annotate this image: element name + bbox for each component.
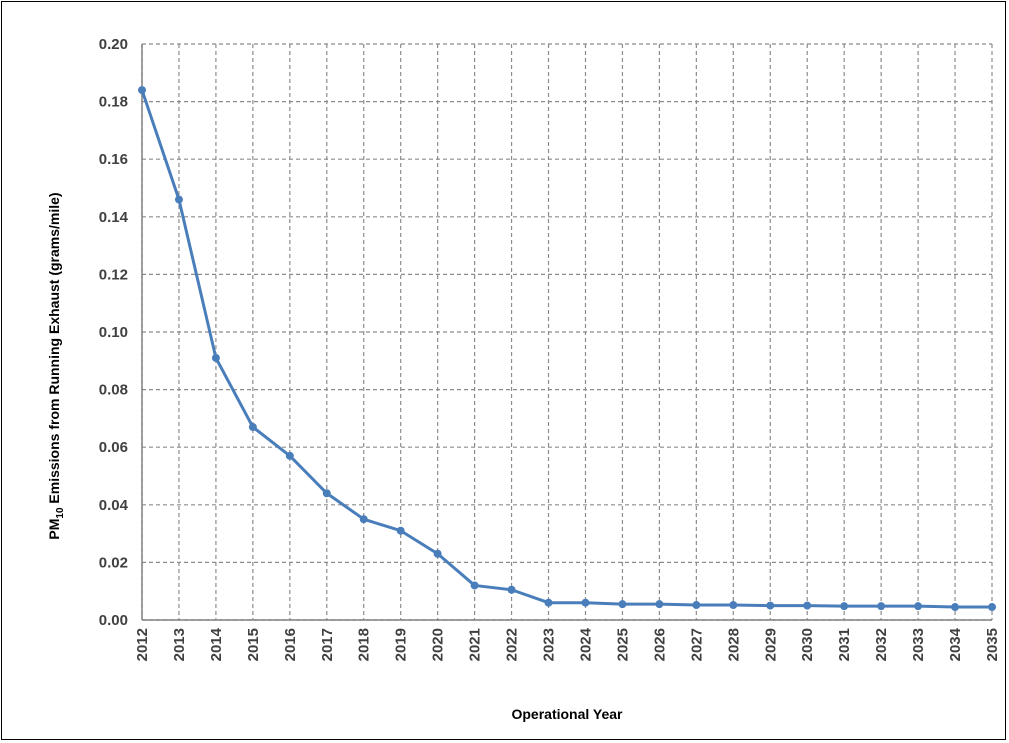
y-tick-label: 0.10 [99, 324, 128, 341]
x-tick-label: 2030 [799, 628, 816, 661]
y-axis-title-subscript: 10 [55, 507, 66, 519]
data-point [951, 603, 960, 612]
y-tick-label: 0.16 [99, 151, 128, 168]
data-point [396, 526, 405, 535]
y-tick-label: 0.00 [99, 612, 128, 629]
x-tick-label: 2021 [467, 628, 484, 661]
data-point [581, 598, 590, 607]
data-point [138, 86, 146, 95]
data-point [211, 353, 220, 362]
x-tick-label: 2026 [651, 628, 668, 661]
data-point [877, 602, 886, 611]
x-tick-label: 2013 [171, 628, 188, 661]
x-tick-label: 2025 [614, 628, 631, 661]
series-line-path [140, 89, 992, 609]
data-point [322, 489, 331, 498]
x-tick-label: 2016 [282, 628, 299, 661]
data-point [618, 600, 627, 609]
x-tick-label: 2029 [762, 628, 779, 661]
data-point [285, 451, 294, 460]
x-tick-label: 2035 [984, 628, 1001, 661]
y-axis-title-main: PM [46, 519, 62, 540]
series-line [140, 89, 992, 609]
y-tick-label: 0.14 [99, 209, 129, 226]
x-axis-title: Operational Year [511, 706, 623, 722]
x-tick-label: 2020 [430, 628, 447, 661]
plot-area [141, 44, 992, 621]
data-point [470, 581, 479, 590]
x-tick-label: 2023 [541, 628, 558, 661]
data-point [507, 585, 516, 594]
data-point [359, 515, 368, 524]
y-tick-label: 0.04 [99, 497, 129, 514]
x-tick-label: 2017 [319, 628, 336, 661]
x-tick-label: 2019 [393, 628, 410, 661]
data-point [766, 601, 775, 610]
x-tick-label: 2032 [873, 628, 890, 661]
y-tick-label: 0.02 [99, 554, 128, 571]
x-tick-label: 2033 [910, 628, 927, 661]
data-point [692, 601, 701, 610]
x-tick-label: 2031 [836, 628, 853, 661]
x-tick-label: 2028 [725, 628, 742, 661]
x-tick-label: 2015 [245, 628, 262, 661]
data-point [840, 602, 849, 611]
x-tick-label: 2024 [577, 627, 594, 661]
y-tick-label: 0.06 [99, 439, 128, 456]
data-point [914, 602, 923, 611]
x-tick-label: 2022 [504, 628, 521, 661]
data-point [988, 603, 996, 612]
y-axis-ticks: 0.00 0.02 0.04 0.06 0.08 0.10 0.12 0.14 0.16 0.18… [99, 36, 129, 629]
y-tick-label: 0.18 [99, 94, 128, 111]
y-tick-label: 0.20 [99, 36, 128, 53]
gridlines [141, 43, 993, 621]
data-point [174, 195, 183, 204]
y-axis-title-rest: Emissions from Running Exhaust (grams/mi… [46, 192, 62, 507]
y-tick-label: 0.12 [99, 266, 128, 283]
data-point [729, 601, 738, 610]
x-tick-label: 2014 [208, 627, 225, 661]
y-axis-title: PM10 Emissions from Running Exhaust (gra… [46, 192, 66, 539]
data-point [433, 549, 442, 558]
y-tick-label: 0.08 [99, 382, 128, 399]
x-tick-label: 2027 [688, 628, 705, 661]
x-tick-label: 2018 [356, 628, 373, 661]
data-points [138, 86, 996, 612]
x-axis-ticks: 2012 2013 2014 2015 2016 2017 2018 2019 2020 2021… [134, 627, 1001, 661]
data-point [655, 600, 664, 609]
data-point [544, 598, 553, 607]
x-tick-label: 2012 [134, 628, 151, 661]
data-point [803, 601, 812, 610]
x-tick-label: 2034 [947, 627, 964, 661]
data-point [248, 423, 257, 432]
